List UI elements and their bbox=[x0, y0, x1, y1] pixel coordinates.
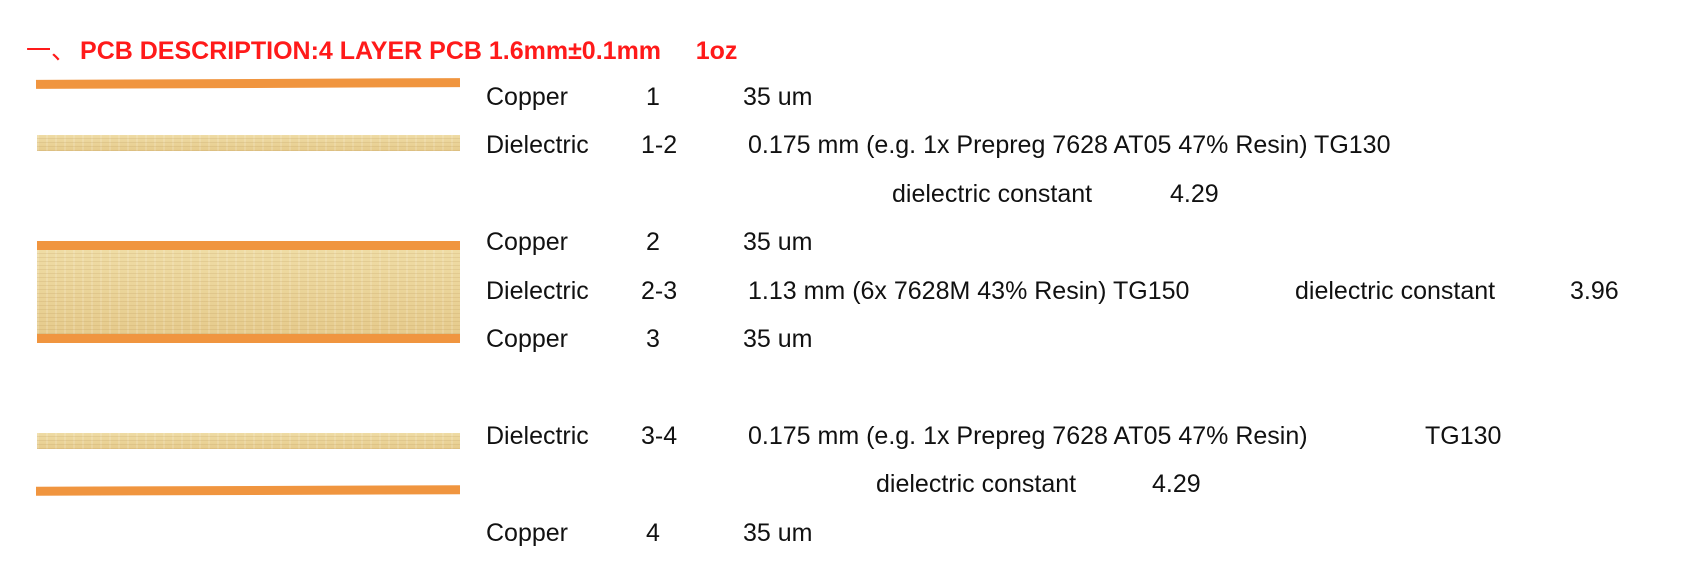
copper-3-name: Copper bbox=[486, 325, 568, 353]
title-prefix: 一、 bbox=[26, 36, 77, 65]
copper-layer-2-bar bbox=[37, 241, 460, 250]
dielectric-2-3-spec: 1.13 mm (6x 7628M 43% Resin) TG150 bbox=[748, 277, 1190, 305]
copper-layer-3-bar bbox=[37, 334, 460, 343]
title-text: PCB DESCRIPTION:4 LAYER PCB 1.6mm±0.1mm … bbox=[80, 37, 738, 65]
dielectric-2-3-dk-value: 3.96 bbox=[1570, 277, 1619, 305]
dielectric-3-4-name: Dielectric bbox=[486, 422, 589, 450]
dielectric-3-4-spec: 0.175 mm (e.g. 1x Prepreg 7628 AT05 47% … bbox=[748, 422, 1308, 450]
copper-1-name: Copper bbox=[486, 83, 568, 111]
dielectric-1-2-bar bbox=[37, 135, 460, 151]
copper-2-name: Copper bbox=[486, 228, 568, 256]
copper-4-name: Copper bbox=[486, 519, 568, 547]
copper-2-index: 2 bbox=[646, 228, 660, 256]
dielectric-2-3-index: 2-3 bbox=[641, 277, 678, 305]
page-title: 一、 PCB DESCRIPTION:4 LAYER PCB 1.6mm±0.1m… bbox=[26, 31, 737, 67]
dielectric-1-2-name: Dielectric bbox=[486, 131, 589, 159]
copper-layer-4-bar bbox=[35, 485, 461, 496]
dielectric-2-3-name: Dielectric bbox=[486, 277, 589, 305]
dielectric-3-4-dk-label: dielectric constant bbox=[876, 470, 1077, 498]
copper-3-thickness: 35 um bbox=[743, 325, 813, 353]
copper-4-index: 4 bbox=[646, 519, 660, 547]
dielectric-1-2-dk-label: dielectric constant bbox=[892, 180, 1093, 208]
dielectric-1-2-dk-value: 4.29 bbox=[1170, 180, 1219, 208]
copper-4-thickness: 35 um bbox=[743, 519, 813, 547]
copper-3-index: 3 bbox=[646, 325, 660, 353]
copper-1-thickness: 35 um bbox=[743, 83, 813, 111]
dielectric-3-4-tg: TG130 bbox=[1425, 422, 1502, 450]
dielectric-2-3-bar bbox=[37, 250, 460, 334]
dielectric-2-3-dk-label: dielectric constant bbox=[1295, 277, 1496, 305]
dielectric-3-4-dk-value: 4.29 bbox=[1152, 470, 1201, 498]
copper-1-index: 1 bbox=[646, 83, 660, 111]
dielectric-1-2-index: 1-2 bbox=[641, 131, 678, 159]
dielectric-3-4-bar bbox=[37, 433, 460, 449]
dielectric-1-2-spec: 0.175 mm (e.g. 1x Prepreg 7628 AT05 47% … bbox=[748, 131, 1391, 159]
copper-layer-1-bar bbox=[35, 78, 461, 89]
copper-2-thickness: 35 um bbox=[743, 228, 813, 256]
dielectric-3-4-index: 3-4 bbox=[641, 422, 678, 450]
